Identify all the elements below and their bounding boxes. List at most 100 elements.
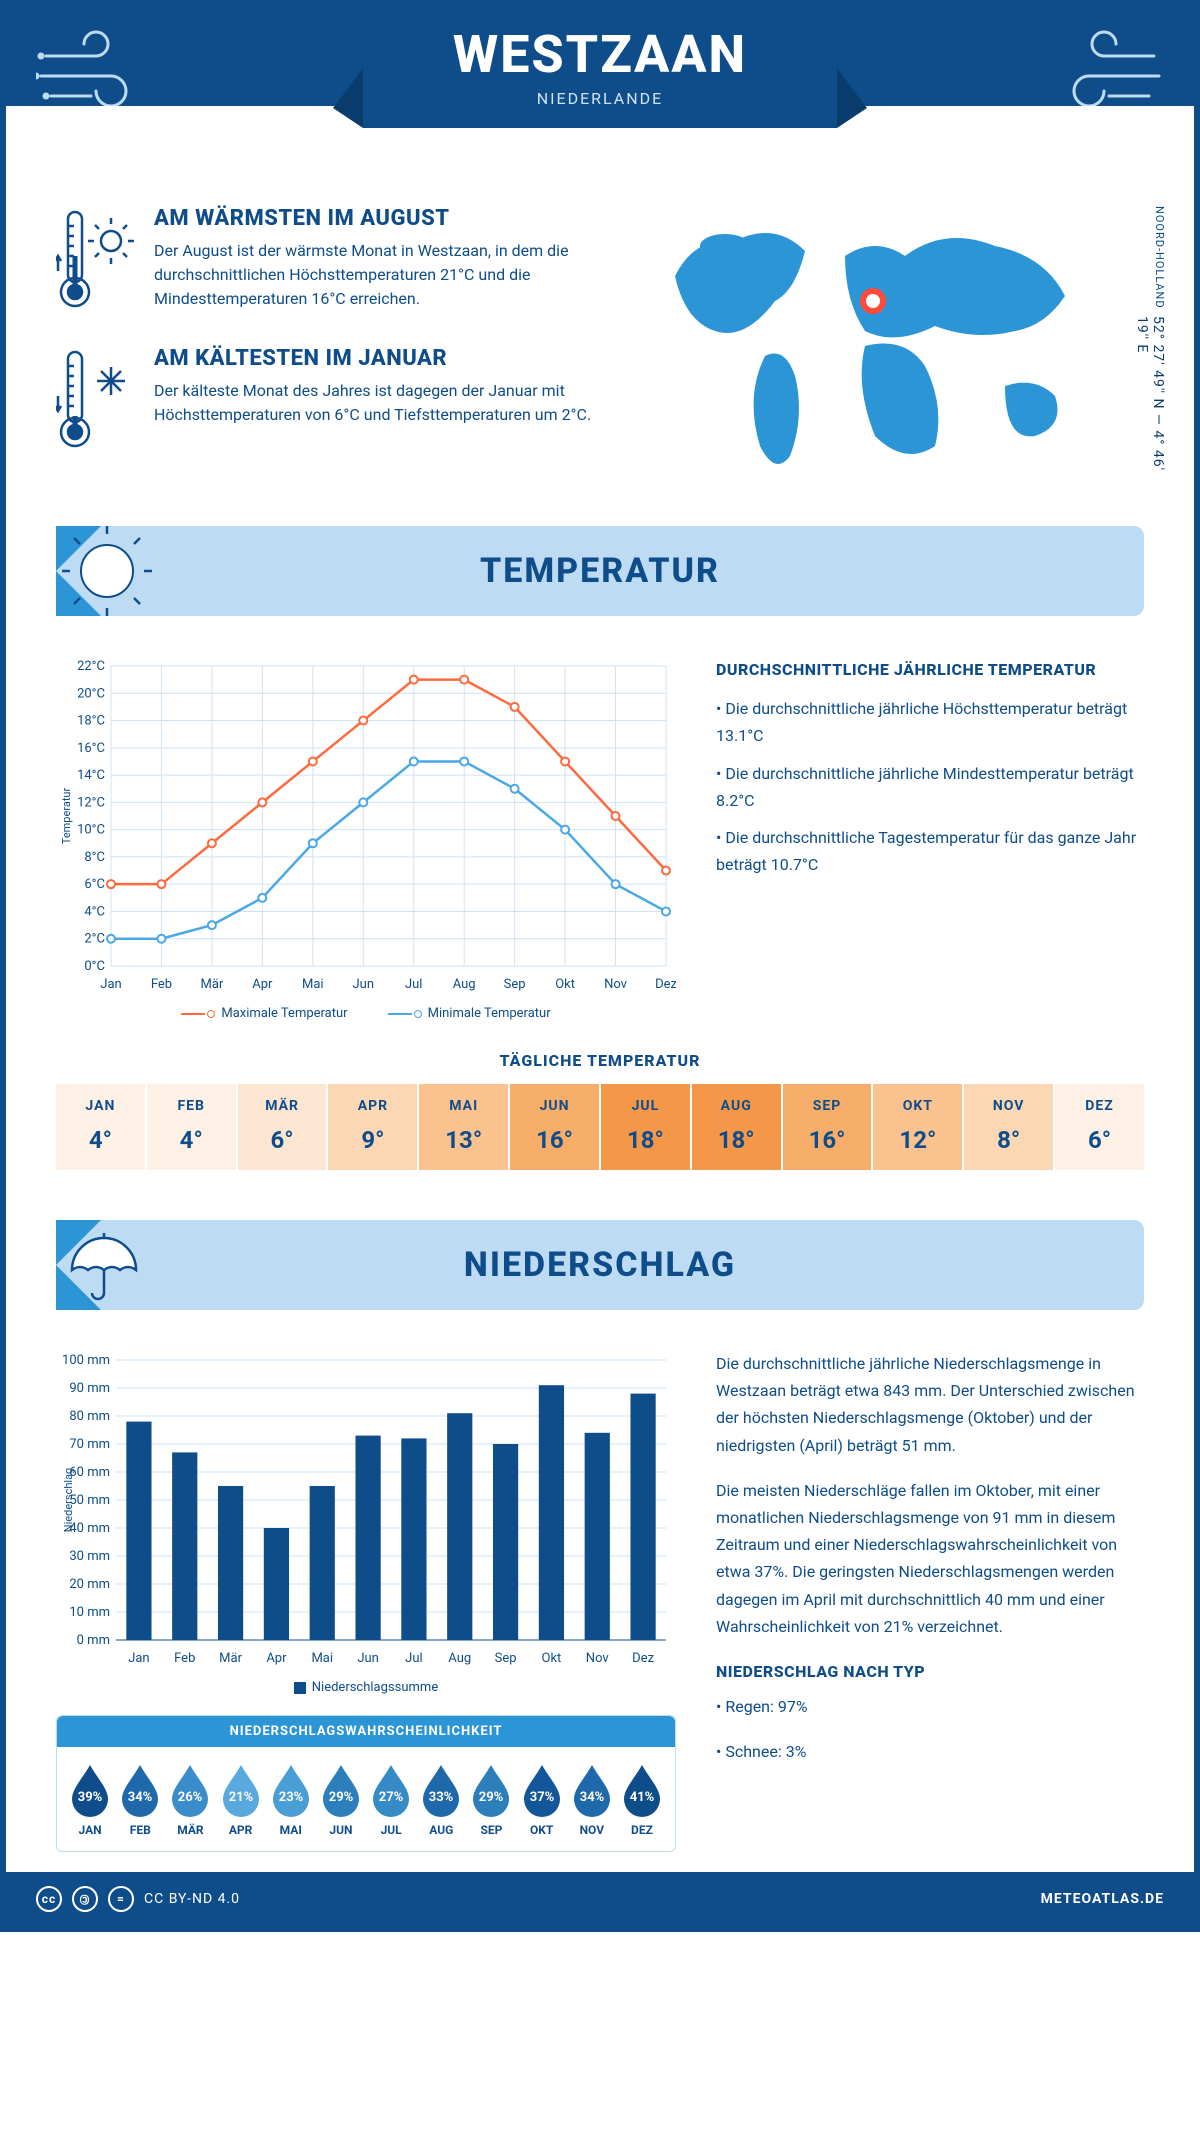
fact-heading: AM KÄLTESTEN IM JANUAR	[154, 346, 605, 371]
svg-text:30 mm: 30 mm	[69, 1549, 110, 1564]
svg-text:Mär: Mär	[219, 1651, 242, 1666]
chart-legend: Maximale Temperatur Minimale Temperatur	[56, 1006, 676, 1021]
svg-text:Niederschlag: Niederschlag	[62, 1468, 75, 1532]
svg-text:Mai: Mai	[302, 977, 324, 992]
svg-text:10 mm: 10 mm	[69, 1605, 110, 1620]
svg-text:40 mm: 40 mm	[69, 1521, 110, 1536]
precip-type-item: • Regen: 97%	[716, 1693, 1144, 1720]
page-subtitle: NIEDERLANDE	[453, 89, 747, 108]
precip-drop: 37% OKT	[519, 1763, 565, 1837]
section-title: NIEDERSCHLAG	[56, 1245, 1144, 1285]
precip-drop: 34% NOV	[569, 1763, 615, 1837]
month-cell: MAI13°	[419, 1084, 510, 1170]
svg-text:8°C: 8°C	[84, 850, 105, 865]
svg-text:18°C: 18°C	[77, 714, 105, 729]
location-marker	[863, 291, 883, 311]
fact-coldest: AM KÄLTESTEN IM JANUAR Der kälteste Mona…	[56, 346, 605, 456]
temperature-line-chart: 0°C2°C4°C6°C8°C10°C12°C14°C16°C18°C20°C2…	[56, 656, 676, 996]
svg-text:Mär: Mär	[200, 977, 223, 992]
svg-text:23%: 23%	[279, 1790, 304, 1805]
precip-drop: 34% FEB	[117, 1763, 163, 1837]
svg-text:Okt: Okt	[542, 1651, 562, 1666]
fact-warmest: AM WÄRMSTEN IM AUGUST Der August ist der…	[56, 206, 605, 316]
nd-icon: =	[108, 1886, 134, 1912]
month-cell: DEZ6°	[1055, 1084, 1144, 1170]
sun-icon	[62, 526, 152, 616]
region-label: NOORD-HOLLAND	[1153, 206, 1166, 309]
precip-paragraph: Die durchschnittliche jährliche Niedersc…	[716, 1350, 1144, 1459]
svg-text:Jan: Jan	[128, 1651, 149, 1666]
chart-legend: Niederschlagssumme	[56, 1680, 676, 1695]
month-cell: OKT12°	[873, 1084, 964, 1170]
svg-text:Dez: Dez	[632, 1651, 654, 1666]
prob-heading: NIEDERSCHLAGSWAHRSCHEINLICHKEIT	[57, 1716, 675, 1747]
svg-text:Sep: Sep	[504, 977, 526, 992]
month-cell: FEB4°	[147, 1084, 238, 1170]
svg-text:Apr: Apr	[266, 1651, 287, 1666]
svg-text:Apr: Apr	[252, 977, 273, 992]
svg-text:14°C: 14°C	[77, 768, 105, 783]
month-cell: JUN16°	[510, 1084, 601, 1170]
precip-drop: 23% MAI	[268, 1763, 314, 1837]
footer: cc 🄯 = CC BY-ND 4.0 METEOATLAS.DE	[6, 1872, 1194, 1926]
svg-text:2°C: 2°C	[84, 932, 105, 947]
cc-icon: cc	[36, 1886, 62, 1912]
svg-text:Nov: Nov	[604, 977, 628, 992]
svg-text:21%: 21%	[228, 1790, 253, 1805]
coords-label: 52° 27' 49'' N — 4° 46' 19'' E	[1134, 316, 1166, 486]
precip-paragraph: Die meisten Niederschläge fallen im Okto…	[716, 1477, 1144, 1640]
svg-text:22°C: 22°C	[77, 659, 105, 674]
svg-text:Feb: Feb	[151, 977, 172, 992]
svg-text:Jul: Jul	[405, 977, 423, 992]
svg-text:Mai: Mai	[311, 1651, 333, 1666]
svg-text:0 mm: 0 mm	[77, 1633, 110, 1648]
svg-text:Dez: Dez	[655, 977, 676, 992]
page-title: WESTZAAN	[453, 24, 747, 85]
section-temperature: TEMPERATUR	[56, 526, 1144, 616]
svg-text:0°C: 0°C	[84, 959, 105, 974]
svg-text:27%: 27%	[379, 1790, 404, 1805]
svg-text:37%: 37%	[529, 1790, 554, 1805]
world-map: NOORD-HOLLAND 52° 27' 49'' N — 4° 46' 19…	[645, 206, 1144, 486]
svg-text:Temperatur: Temperatur	[60, 788, 73, 845]
month-cell: MÄR6°	[238, 1084, 329, 1170]
temp-side-heading: DURCHSCHNITTLICHE JÄHRLICHE TEMPERATUR	[716, 656, 1144, 683]
daily-temp-heading: TÄGLICHE TEMPERATUR	[56, 1051, 1144, 1070]
svg-text:Sep: Sep	[495, 1651, 517, 1666]
precip-drop: 29% SEP	[468, 1763, 514, 1837]
fact-text: Der kälteste Monat des Jahres ist dagege…	[154, 379, 605, 427]
fact-text: Der August ist der wärmste Monat in West…	[154, 239, 605, 311]
svg-text:Jul: Jul	[405, 1651, 423, 1666]
svg-text:34%: 34%	[128, 1790, 153, 1805]
precip-type-heading: NIEDERSCHLAG NACH TYP	[716, 1658, 1144, 1685]
precip-drop: 41% DEZ	[619, 1763, 665, 1837]
thermometer-snow-icon	[56, 346, 136, 456]
svg-text:12°C: 12°C	[77, 795, 105, 810]
svg-text:Nov: Nov	[586, 1651, 610, 1666]
temp-bullet: • Die durchschnittliche Tagestemperatur …	[716, 824, 1144, 878]
thermometer-sun-icon	[56, 206, 136, 316]
precip-probability-box: NIEDERSCHLAGSWAHRSCHEINLICHKEIT 39% JAN …	[56, 1715, 676, 1852]
svg-text:20°C: 20°C	[77, 686, 105, 701]
svg-text:10°C: 10°C	[77, 823, 105, 838]
precip-drop: 21% APR	[218, 1763, 264, 1837]
svg-text:26%: 26%	[178, 1790, 203, 1805]
svg-text:41%: 41%	[630, 1790, 655, 1805]
svg-text:50 mm: 50 mm	[69, 1493, 110, 1508]
svg-text:100 mm: 100 mm	[62, 1353, 110, 1368]
month-cell: APR9°	[328, 1084, 419, 1170]
license-label: CC BY-ND 4.0	[144, 1891, 240, 1907]
fact-heading: AM WÄRMSTEN IM AUGUST	[154, 206, 605, 231]
svg-text:20 mm: 20 mm	[69, 1577, 110, 1592]
svg-text:Aug: Aug	[453, 977, 476, 992]
svg-text:Aug: Aug	[448, 1651, 471, 1666]
by-icon: 🄯	[72, 1886, 98, 1912]
month-cell: JAN4°	[56, 1084, 147, 1170]
section-title: TEMPERATUR	[56, 551, 1144, 591]
svg-text:29%: 29%	[329, 1790, 354, 1805]
svg-text:Jun: Jun	[353, 977, 375, 992]
svg-text:16°C: 16°C	[77, 741, 105, 756]
month-cell: NOV8°	[964, 1084, 1055, 1170]
svg-text:Feb: Feb	[174, 1651, 195, 1666]
site-label: METEOATLAS.DE	[1041, 1891, 1164, 1907]
